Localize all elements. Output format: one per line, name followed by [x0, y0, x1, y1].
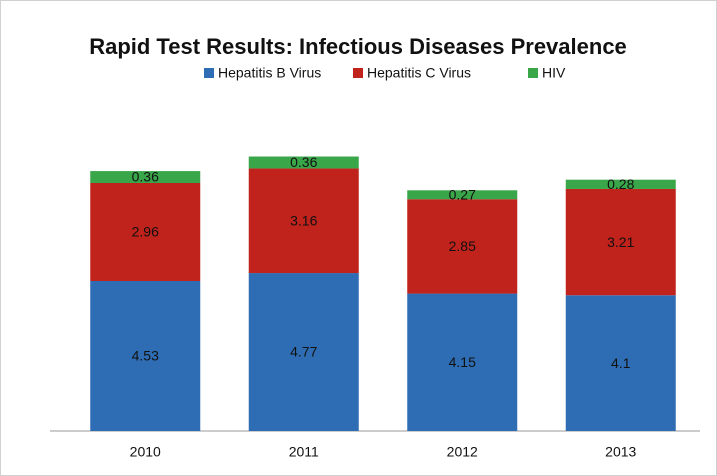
data-label: 3.16 [290, 212, 317, 228]
bar-segment [565, 179, 676, 189]
bar-segment [90, 281, 201, 431]
data-label: 4.15 [449, 354, 476, 370]
data-label: 0.28 [607, 176, 634, 192]
legend-label: Hepatitis B Virus [218, 65, 321, 81]
chart-title: Rapid Test Results: Infectious Diseases … [89, 34, 627, 59]
bar-segment [407, 199, 518, 294]
bar-segment [565, 295, 676, 431]
bar-segment [248, 168, 359, 274]
data-label: 0.36 [132, 169, 159, 185]
data-label: 4.77 [290, 344, 317, 360]
x-tick-label: 2010 [130, 444, 161, 460]
bar-segment [90, 182, 201, 282]
data-label: 0.27 [449, 186, 476, 202]
legend-label: Hepatitis C Virus [367, 65, 471, 81]
legend-swatch [528, 68, 538, 78]
data-label: 0.36 [290, 154, 317, 170]
data-label: 4.53 [132, 348, 159, 364]
x-tick-label: 2011 [289, 444, 319, 460]
legend-swatch [353, 68, 363, 78]
bar-segment [407, 190, 518, 200]
legend-swatch [204, 68, 214, 78]
bar-segment [407, 293, 518, 431]
bar-segment [248, 156, 359, 169]
bar-segment [248, 273, 359, 431]
bar-segment [565, 188, 676, 296]
legend-label: HIV [542, 65, 566, 81]
bar-segment [90, 171, 201, 183]
data-label: 2.85 [449, 238, 476, 254]
x-tick-label: 2013 [605, 444, 636, 460]
data-label: 2.96 [132, 224, 159, 240]
x-tick-label: 2012 [447, 444, 478, 460]
data-label: 3.21 [607, 234, 634, 250]
data-label: 4.1 [611, 355, 631, 371]
